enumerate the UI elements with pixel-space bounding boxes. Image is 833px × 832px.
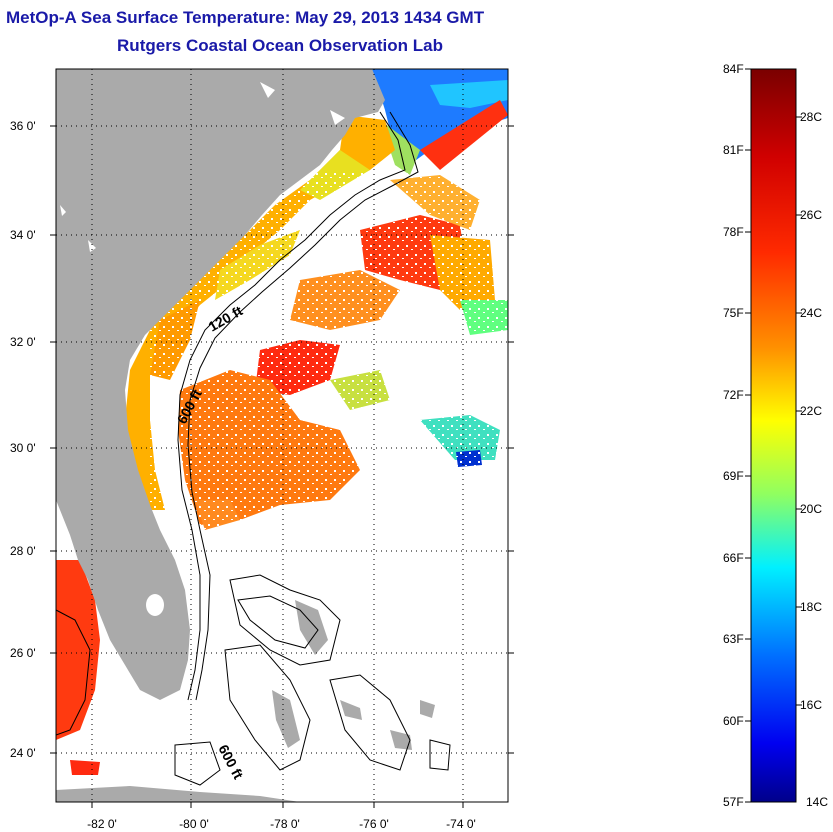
cb-c-label: 28C: [800, 110, 822, 124]
cb-f-label: 63F: [723, 632, 744, 646]
y-axis-labels: 36 0' 34 0' 32 0' 30 0' 28 0' 26 0' 24 0…: [10, 119, 36, 760]
land-layer: [56, 69, 435, 802]
x-tick-label: -80 0': [179, 817, 209, 831]
map-area: 120 ft 600 ft 600 ft: [56, 69, 508, 802]
cb-c-label: 16C: [800, 698, 822, 712]
colorbar-fahrenheit-labels: 84F 81F 78F 75F 72F 69F 66F 63F 60F 57F: [723, 62, 744, 809]
y-tick-label: 32 0': [10, 335, 36, 349]
y-tick-label: 28 0': [10, 544, 36, 558]
y-tick-label: 26 0': [10, 646, 36, 660]
cb-f-label: 66F: [723, 551, 744, 565]
cb-f-label: 81F: [723, 143, 744, 157]
tick-marks: [50, 125, 514, 808]
cb-c-label: 18C: [800, 600, 822, 614]
y-tick-label: 34 0': [10, 228, 36, 242]
cb-f-label: 75F: [723, 306, 744, 320]
cb-c-label: 26C: [800, 208, 822, 222]
x-tick-label: -76 0': [359, 817, 389, 831]
colorbar-gradient: [750, 68, 797, 803]
map-title: MetOp-A Sea Surface Temperature: May 29,…: [6, 8, 485, 27]
cb-c-label: 24C: [800, 306, 822, 320]
y-tick-label: 36 0': [10, 119, 36, 133]
cb-f-label: 78F: [723, 225, 744, 239]
x-axis-labels: -82 0' -80 0' -78 0' -76 0' -74 0': [87, 817, 476, 831]
cb-f-label: 69F: [723, 469, 744, 483]
x-tick-label: -74 0': [446, 817, 476, 831]
cb-f-label: 72F: [723, 388, 744, 402]
map-subtitle: Rutgers Coastal Ocean Observation Lab: [117, 36, 443, 55]
bathymetry-contours: [56, 111, 451, 786]
colorbar: 84F 81F 78F 75F 72F 69F 66F 63F 60F 57F …: [723, 62, 828, 809]
colorbar-celsius-labels: 28C 26C 24C 22C 20C 18C 16C 14C: [800, 110, 828, 809]
map-frame: [55, 68, 509, 803]
x-tick-label: -82 0': [87, 817, 117, 831]
cb-f-label: 60F: [723, 714, 744, 728]
map-grid: [56, 69, 508, 802]
cb-c-label: 14C: [806, 795, 828, 809]
cb-f-label: 57F: [723, 795, 744, 809]
y-tick-label: 24 0': [10, 746, 36, 760]
cb-c-label: 22C: [800, 404, 822, 418]
cb-c-label: 20C: [800, 502, 822, 516]
x-tick-label: -78 0': [270, 817, 300, 831]
cb-f-label: 84F: [723, 62, 744, 76]
y-tick-label: 30 0': [10, 441, 36, 455]
